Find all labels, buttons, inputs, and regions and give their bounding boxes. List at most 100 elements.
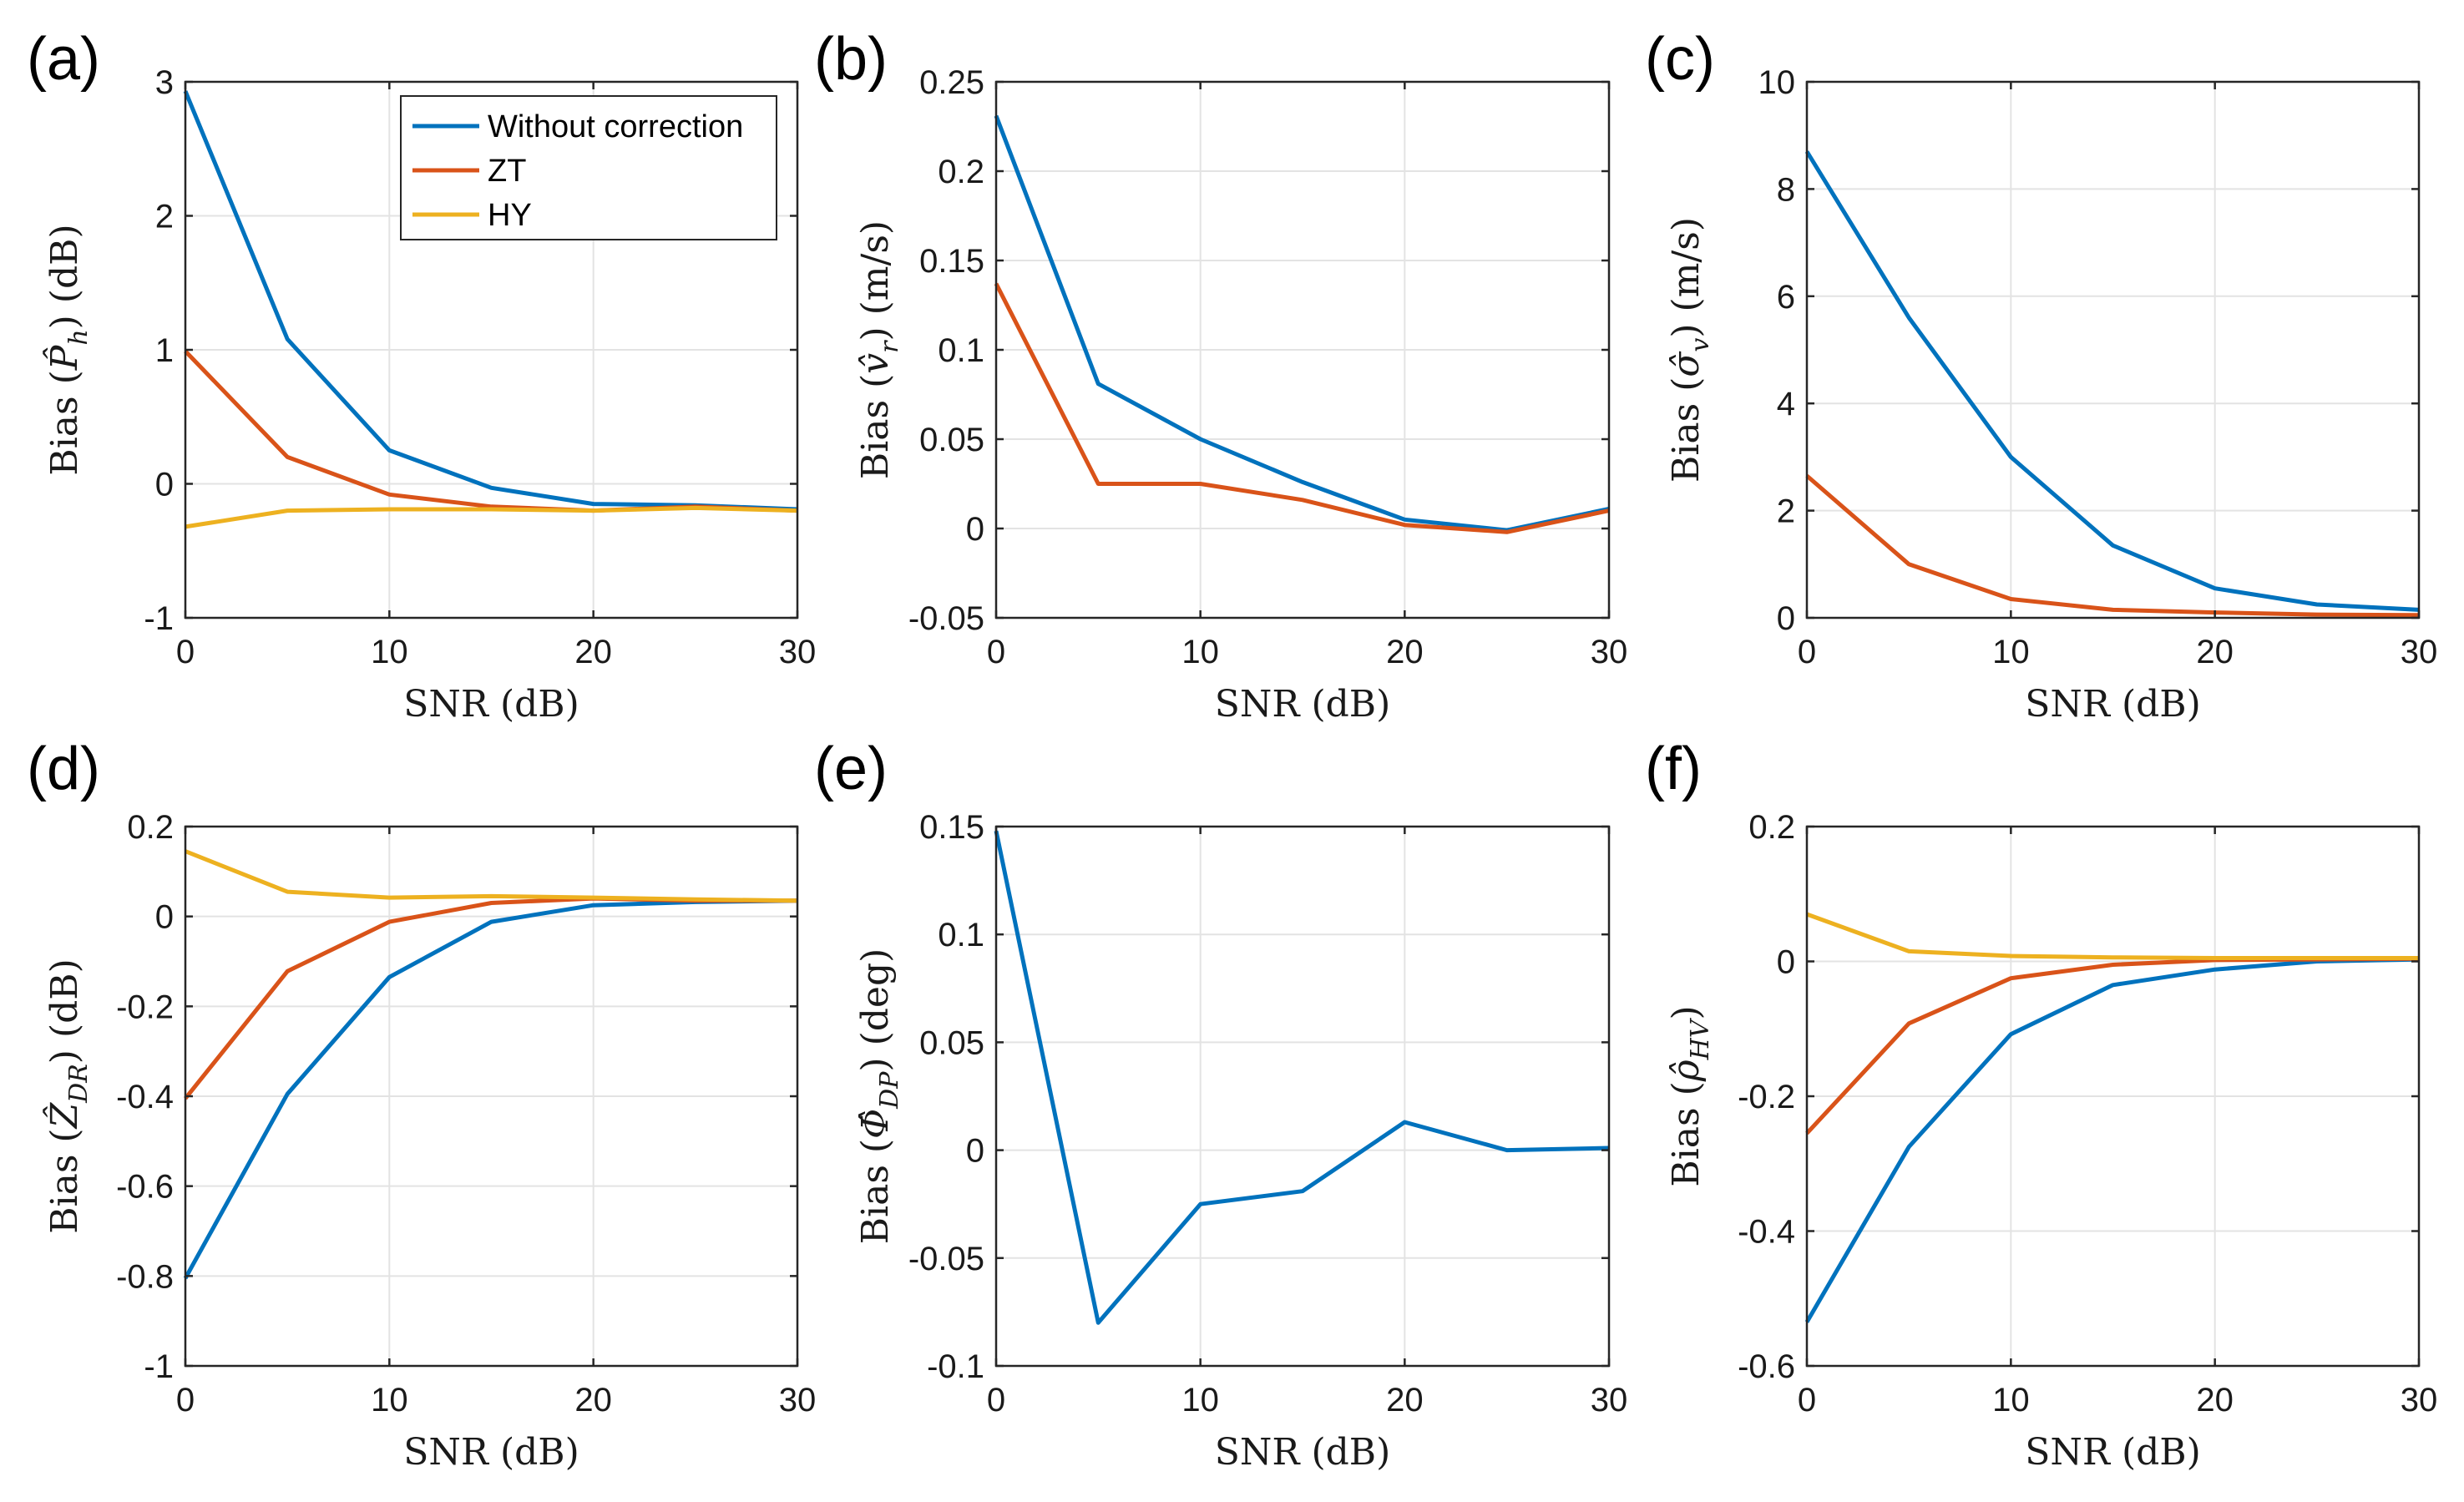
- x-tick-label: 20: [1386, 1382, 1424, 1419]
- y-tick-label: 0: [155, 467, 174, 503]
- y-axis-label-symbol: v̂: [854, 353, 897, 374]
- y-tick-label: 0.05: [919, 1024, 984, 1061]
- legend-label-without: Without correction: [488, 109, 743, 144]
- x-tick-label: 30: [1591, 634, 1628, 670]
- y-tick-label: -0.05: [908, 1241, 984, 1277]
- y-axis-label-prefix: Bias (: [43, 1128, 86, 1233]
- x-tick-label: 10: [1181, 1382, 1219, 1419]
- y-axis-label-subscript: DR: [64, 1064, 94, 1104]
- legend: Without correction ZT HY: [400, 95, 777, 240]
- x-axis-label: SNR (dB): [2025, 683, 2201, 726]
- panel-d: 0 10 20 30 -1 -0.8 -0.6 -0.4 -0.2 0 0.2 SNR (dB) Bia…: [27, 736, 816, 1474]
- x-tick-label: 20: [2196, 634, 2234, 670]
- y-axis-label: Bias (P̂h) (dB): [42, 224, 94, 475]
- x-axis-label: SNR (dB): [1215, 1431, 1391, 1474]
- legend-label-hy: HY: [488, 198, 532, 233]
- x-tick-label: 20: [2196, 1382, 2234, 1419]
- x-tick-label: 0: [987, 634, 1005, 670]
- y-tick-label: 0: [1777, 944, 1795, 981]
- x-tick-label: 30: [2401, 1382, 2438, 1419]
- y-tick-label: -0.8: [116, 1258, 174, 1295]
- plot-frame: [1805, 80, 2421, 620]
- x-axis-label: SNR (dB): [403, 683, 579, 726]
- series-line-without: [1804, 150, 2420, 612]
- y-axis-label-symbol: σ̂: [1665, 351, 1708, 377]
- x-tick-label: 10: [371, 634, 408, 670]
- y-tick-label: -0.4: [116, 1079, 174, 1115]
- x-tick-label: 20: [574, 634, 612, 670]
- series-line-without: [1804, 957, 2420, 1323]
- y-axis-label-prefix: Bias (: [854, 374, 897, 479]
- panel-letter: (f): [1645, 736, 1702, 802]
- y-tick-label: -0.6: [1738, 1348, 1795, 1385]
- x-tick-label: 0: [987, 1382, 1005, 1419]
- y-tick-label: 0.15: [919, 243, 984, 280]
- x-tick-label: 0: [176, 1382, 195, 1419]
- series-line-hy: [1806, 912, 2419, 960]
- x-tick-label: 30: [779, 634, 817, 670]
- y-tick-label: -1: [144, 600, 174, 637]
- y-tick-label: 2: [1777, 493, 1795, 530]
- y-tick-label: -0.2: [116, 989, 174, 1025]
- y-axis-label-subscript: v: [1686, 338, 1715, 352]
- x-tick-label: 0: [176, 634, 195, 670]
- x-tick-label: 0: [1798, 1382, 1816, 1419]
- y-axis-label-prefix: Bias (: [1665, 1081, 1708, 1186]
- y-axis-label: Bias (Φ̂DP) (deg): [854, 948, 904, 1245]
- series-group: [994, 114, 1610, 534]
- y-tick-label: 0.1: [938, 332, 984, 369]
- y-tick-label: 2: [155, 199, 174, 235]
- y-axis-label-subscript: r: [875, 340, 904, 353]
- y-axis-label: Bias (v̂r) (m/s): [854, 220, 904, 479]
- series-line-without: [994, 830, 1610, 1325]
- series-line-zt: [184, 896, 797, 1100]
- y-tick-label: 0.2: [938, 154, 984, 190]
- y-axis-label-subscript: HV: [1686, 1017, 1715, 1060]
- y-tick-label: 0.25: [919, 64, 984, 101]
- y-tick-label: -0.2: [1738, 1079, 1795, 1115]
- x-axis-label: SNR (dB): [2025, 1431, 2201, 1474]
- x-tick-label: 10: [1181, 634, 1219, 670]
- y-tick-label: -0.05: [908, 600, 984, 637]
- y-axis-label-suffix: ) (m/s): [854, 220, 897, 341]
- x-tick-label: 0: [1798, 634, 1816, 670]
- panel-c: 0 10 20 30 0 2 4 6 8 10 SNR (dB) Bias (σ̂v) (m/s) (c…: [1645, 26, 2437, 726]
- y-axis-label-suffix: ) (dB): [43, 224, 86, 329]
- y-tick-label: 0: [1777, 600, 1795, 637]
- panel-f: 0 10 20 30 -0.6 -0.4 -0.2 0 0.2 SNR (dB) Bias (ρ̂H…: [1645, 736, 2437, 1474]
- series-group: [1804, 912, 2420, 1323]
- y-tick-label: 4: [1777, 386, 1795, 422]
- x-tick-label: 10: [371, 1382, 408, 1419]
- panel-e: 0 10 20 30 -0.1 -0.05 0 0.05 0.1 0.15 SNR (dB) Bias…: [814, 736, 1627, 1474]
- y-axis-label: Bias (σ̂v) (m/s): [1665, 217, 1715, 483]
- x-tick-label: 30: [1591, 1382, 1628, 1419]
- x-axis-label: SNR (dB): [1215, 683, 1391, 726]
- y-axis-label-suffix: ): [1665, 1005, 1708, 1019]
- x-tick-label: 20: [1386, 634, 1424, 670]
- y-axis-label-suffix: ) (m/s): [1665, 217, 1708, 338]
- y-tick-label: 0.1: [938, 917, 984, 953]
- y-axis-label-subscript: h: [64, 329, 94, 345]
- series-group: [183, 849, 798, 1280]
- series-group: [1804, 150, 2420, 618]
- y-tick-label: -0.1: [927, 1348, 984, 1385]
- y-tick-label: 0.15: [919, 809, 984, 846]
- x-tick-label: 30: [2401, 634, 2438, 670]
- y-axis-label-symbol: Ẑ: [42, 1101, 86, 1130]
- y-tick-label: -0.6: [116, 1169, 174, 1206]
- y-tick-label: 10: [1758, 64, 1796, 101]
- x-tick-label: 30: [779, 1382, 817, 1419]
- y-axis-label-prefix: Bias (: [43, 370, 86, 475]
- y-axis-label-symbol: ρ̂: [1665, 1059, 1708, 1082]
- series-line-zt: [994, 282, 1610, 534]
- y-tick-label: 8: [1777, 171, 1795, 208]
- y-tick-label: 0: [966, 511, 984, 548]
- y-tick-label: 6: [1777, 279, 1795, 316]
- y-axis-label-prefix: Bias (: [1665, 377, 1708, 483]
- y-tick-label: 0: [155, 899, 174, 936]
- y-tick-label: 1: [155, 332, 174, 369]
- legend-label-zt: ZT: [488, 154, 526, 189]
